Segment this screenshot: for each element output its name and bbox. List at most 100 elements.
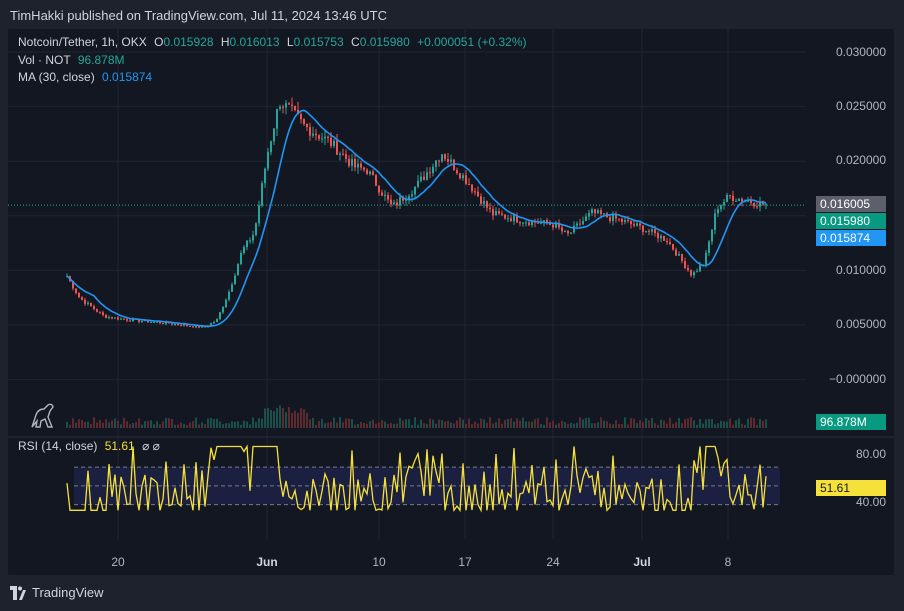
candle-body (78, 293, 80, 298)
candle-body (108, 317, 110, 319)
candle-body (591, 209, 593, 214)
candle-body (426, 172, 428, 180)
candle-body (732, 195, 734, 201)
volume-bar (612, 424, 614, 428)
candle-body (351, 158, 353, 166)
high-value: 0.016013 (229, 35, 280, 49)
symbol-label[interactable]: Notcoin/Tether, 1h, OKX (18, 35, 147, 49)
volume-bar (663, 420, 665, 428)
candle-body (342, 153, 344, 155)
rsi-hidden-icons[interactable]: ⌀ ⌀ (142, 439, 160, 453)
volume-bar (327, 422, 329, 428)
volume-bar (558, 423, 560, 428)
volume-bar (705, 419, 707, 428)
volume-bar (237, 421, 239, 428)
candle-body (270, 141, 272, 153)
volume-bar (579, 417, 581, 428)
candle-body (120, 318, 122, 320)
volume-bar (501, 423, 503, 428)
volume-bar (717, 423, 719, 428)
candle-body (711, 229, 713, 242)
volume-bar (159, 424, 161, 428)
candle-body (720, 205, 722, 210)
candle-body (705, 252, 707, 265)
volume-bar (750, 417, 752, 428)
candle-body (387, 194, 389, 200)
volume-bar (72, 418, 74, 428)
candle-body (402, 197, 404, 201)
volume-bar (291, 412, 293, 428)
candle-body (612, 214, 614, 221)
volume-bar (195, 417, 197, 428)
candle-body (513, 215, 515, 222)
chart-canvas[interactable] (8, 29, 894, 575)
volume-bar (81, 419, 83, 428)
volume-bar (693, 420, 695, 428)
volume-bar (723, 421, 725, 428)
volume-bar (351, 419, 353, 428)
candle-body (327, 136, 329, 138)
volume-bar (555, 424, 557, 428)
candle-body (471, 184, 473, 192)
candle-body (354, 158, 356, 168)
candle-body (219, 312, 221, 320)
volume-bar (249, 424, 251, 428)
volume-bar (243, 420, 245, 428)
candle-body (435, 160, 437, 167)
candle-body (294, 105, 296, 110)
volume-bar (432, 419, 434, 428)
candle-body (255, 223, 257, 236)
price-axis-label: −0.000000 (828, 372, 886, 386)
volume-bar (603, 420, 605, 428)
volume-bar (477, 423, 479, 428)
volume-bar (357, 424, 359, 428)
candle-body (666, 240, 668, 243)
volume-bar (459, 417, 461, 428)
candle-body (696, 271, 698, 273)
volume-bar (429, 418, 431, 428)
price-axis-label: 0.020000 (835, 153, 886, 167)
volume-bar (675, 422, 677, 428)
candle-body (186, 324, 188, 326)
high-label: H (220, 35, 230, 49)
volume-bar (282, 407, 284, 428)
volume-bar (600, 417, 602, 428)
volume-bar (576, 422, 578, 428)
candle-body (339, 153, 341, 155)
volume-bar (333, 417, 335, 428)
candle-body (597, 210, 599, 214)
candle-body (729, 194, 731, 196)
chart-frame[interactable]: Notcoin/Tether, 1h, OKX O0.015928 H0.016… (8, 29, 894, 575)
volume-bar (417, 424, 419, 428)
candle-body (222, 307, 224, 313)
candle-body (708, 241, 710, 253)
candle-body (585, 216, 587, 222)
candle-body (714, 213, 716, 230)
volume-bar (276, 408, 278, 428)
candle-body (165, 321, 167, 324)
candle-body (549, 223, 551, 225)
candle-body (468, 184, 470, 186)
volume-bar (489, 417, 491, 428)
rsi-label[interactable]: RSI (14, close) (18, 439, 98, 453)
volume-bar (753, 417, 755, 428)
tradingview-brand[interactable]: TradingView (10, 585, 104, 600)
volume-bar (528, 421, 530, 428)
volume-bar (498, 418, 500, 428)
candle-body (117, 317, 119, 320)
volume-bar (570, 422, 572, 428)
volume-bar (387, 423, 389, 428)
volume-bar (369, 421, 371, 428)
volume-bar (408, 419, 410, 428)
candle-body (285, 103, 287, 108)
ma-label[interactable]: MA (30, close) (18, 70, 95, 84)
ma-value: 0.015874 (102, 70, 153, 84)
candle-body (102, 312, 104, 315)
candle-body (381, 192, 383, 196)
volume-bar (255, 421, 257, 428)
volume-bar (231, 421, 233, 428)
low-label: L (286, 35, 294, 49)
candle-body (216, 319, 218, 322)
candle-body (504, 214, 506, 219)
volume-label[interactable]: Vol · NOT (18, 53, 71, 67)
